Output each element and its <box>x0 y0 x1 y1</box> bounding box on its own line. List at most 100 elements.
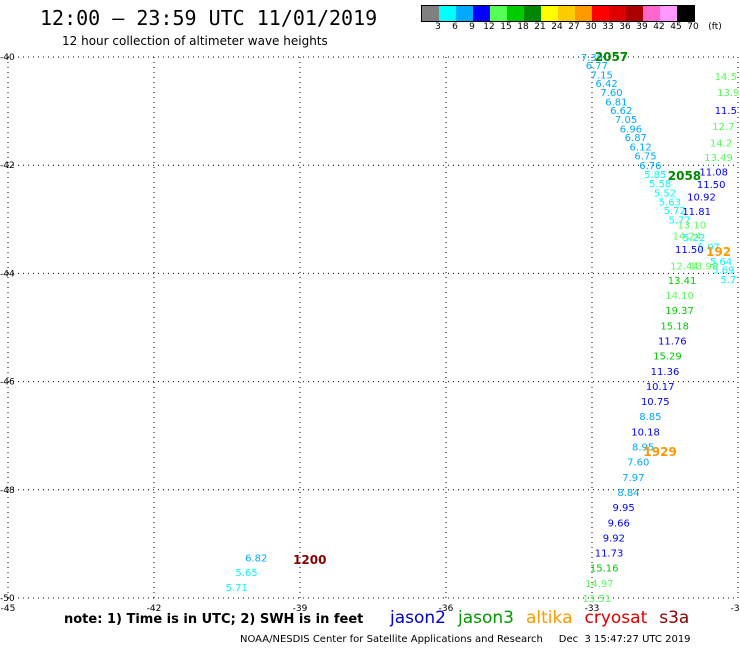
wave-height-label: 11.81 <box>682 207 711 218</box>
wave-height-label: 8.85 <box>639 412 661 423</box>
wave-height-label: 5.71 <box>226 583 248 594</box>
wave-height-label: 11.08 <box>699 168 728 179</box>
satellite-label-altika: altika <box>526 608 573 628</box>
y-tick-label: -42 <box>0 161 15 171</box>
wave-height-label: 7.97 <box>622 473 644 484</box>
chart-title: 12:00 – 23:59 UTC 11/01/2019 <box>40 6 378 30</box>
legend-tick-label: 18 <box>517 22 529 32</box>
wave-height-label: 6.96 <box>620 124 642 135</box>
wave-height-label: 5.58 <box>649 179 671 190</box>
wave-height-label: 5.65 <box>235 568 257 579</box>
wave-height-label: 15.29 <box>653 352 682 363</box>
wave-height-label: 5.77 <box>668 215 690 226</box>
wave-height-label: 10.18 <box>631 427 660 438</box>
legend-swatch-27 <box>558 6 575 21</box>
legend-tick-label: 3 <box>435 22 441 32</box>
wave-height-label: 14.2 <box>710 138 732 149</box>
y-tick-label: -50 <box>0 594 15 604</box>
wave-height-label: 5.72 <box>664 206 686 217</box>
legend-tick-label: 42 <box>653 22 665 32</box>
wave-height-label: 11.36 <box>651 367 680 378</box>
wave-height-label: 6.76 <box>639 161 661 172</box>
wave-height-label: 8.84 <box>617 488 639 499</box>
legend-swatch-18 <box>507 6 524 21</box>
wave-height-label: 5.52 <box>654 188 676 199</box>
wave-height-label: 10.92 <box>687 193 716 204</box>
wave-height-label: 9.92 <box>603 533 625 544</box>
wave-height-label: 8.95 <box>632 443 654 454</box>
legend-swatch-42 <box>643 6 660 21</box>
y-tick-label: -48 <box>0 486 15 496</box>
wave-height-label: 14.24 <box>673 232 702 243</box>
legend-tick-label: 24 <box>551 22 563 32</box>
wave-height-label: 5.64 <box>710 257 732 268</box>
wave-height-label: 5.22 <box>683 233 705 244</box>
y-tick-label: -40 <box>0 53 15 63</box>
legend-tick-label: 36 <box>619 22 631 32</box>
legend-tick-label: 45 <box>670 22 682 32</box>
time-label: 1200 <box>293 553 326 567</box>
wave-height-label: 13.51 <box>583 594 612 605</box>
color-legend <box>421 5 695 22</box>
wave-height-label: 13.10 <box>677 221 706 232</box>
y-tick-label: -46 <box>0 378 15 388</box>
wave-height-label: 13.98 <box>690 261 719 272</box>
legend-tick-label: 70 <box>687 22 699 32</box>
wave-height-label: 6.42 <box>595 79 617 90</box>
wave-height-label: 5.7 <box>720 275 736 286</box>
wave-height-label: 6.82 <box>245 553 267 564</box>
chart-subtitle: 12 hour collection of altimeter wave hei… <box>62 34 328 48</box>
wave-height-label: 13.9 <box>717 88 739 99</box>
legend-tick-label: 39 <box>636 22 648 32</box>
wave-height-label: 13.41 <box>668 276 697 287</box>
wave-height-label: 13.49 <box>704 153 733 164</box>
legend-swatch-70 <box>677 6 694 21</box>
wave-height-label: 11.5 <box>715 106 737 117</box>
legend-tick-label: 15 <box>500 22 512 32</box>
wave-height-label: 11.50 <box>697 180 726 191</box>
satellite-label-jason3: jason3 <box>458 608 514 628</box>
legend-swatch-33 <box>592 6 609 21</box>
legend-unit-label: (ft) <box>708 22 722 32</box>
legend-swatch-24 <box>541 6 558 21</box>
wave-height-label: 9.95 <box>613 503 635 514</box>
wave-height-label: 19.37 <box>665 306 694 317</box>
wave-height-label: 15.16 <box>590 564 619 575</box>
wave-height-label: 7.05 <box>615 115 637 126</box>
time-label: 1929 <box>643 445 676 459</box>
satellite-label-s3a: s3a <box>659 608 690 628</box>
legend-swatch-9 <box>456 6 473 21</box>
legend-tick-label: 30 <box>585 22 597 32</box>
wave-height-label: 11.76 <box>658 336 687 347</box>
satellite-legend: jason2 jason3 altika cryosat s3a <box>390 608 701 628</box>
footer-credit: NOAA/NESDIS Center for Satellite Applica… <box>240 634 691 645</box>
wave-height-label: 9.66 <box>608 518 630 529</box>
legend-tick-label: 27 <box>568 22 580 32</box>
wave-height-label: 12.44 <box>670 261 699 272</box>
legend-swatch-21 <box>524 6 541 21</box>
legend-swatch-36 <box>609 6 626 21</box>
wave-height-label: 14.10 <box>665 291 694 302</box>
wave-height-label: 7.15 <box>591 70 613 81</box>
wave-height-label: 6.81 <box>605 97 627 108</box>
wave-height-label: 6.87 <box>625 133 647 144</box>
wave-height-label: 14.97 <box>585 579 614 590</box>
x-tick-label: -42 <box>147 604 162 614</box>
wave-height-label: 15.18 <box>660 321 689 332</box>
legend-swatch-45 <box>660 6 677 21</box>
legend-tick-label: 12 <box>483 22 495 32</box>
satellite-label-jason2: jason2 <box>390 608 446 628</box>
wave-height-label: 6.77 <box>586 61 608 72</box>
wave-height-label: 6.75 <box>634 151 656 162</box>
legend-swatch-39 <box>626 6 643 21</box>
wave-height-label: 5.07 <box>698 242 720 253</box>
x-tick-label: -33 <box>585 604 600 614</box>
y-tick-label: -44 <box>0 269 15 279</box>
wave-height-label: 7.60 <box>627 458 649 469</box>
wave-height-label: 10.17 <box>646 382 675 393</box>
legend-swatch-6 <box>439 6 456 21</box>
legend-swatch-3 <box>422 6 439 21</box>
wave-height-label: 5.63 <box>659 197 681 208</box>
legend-swatch-12 <box>473 6 490 21</box>
